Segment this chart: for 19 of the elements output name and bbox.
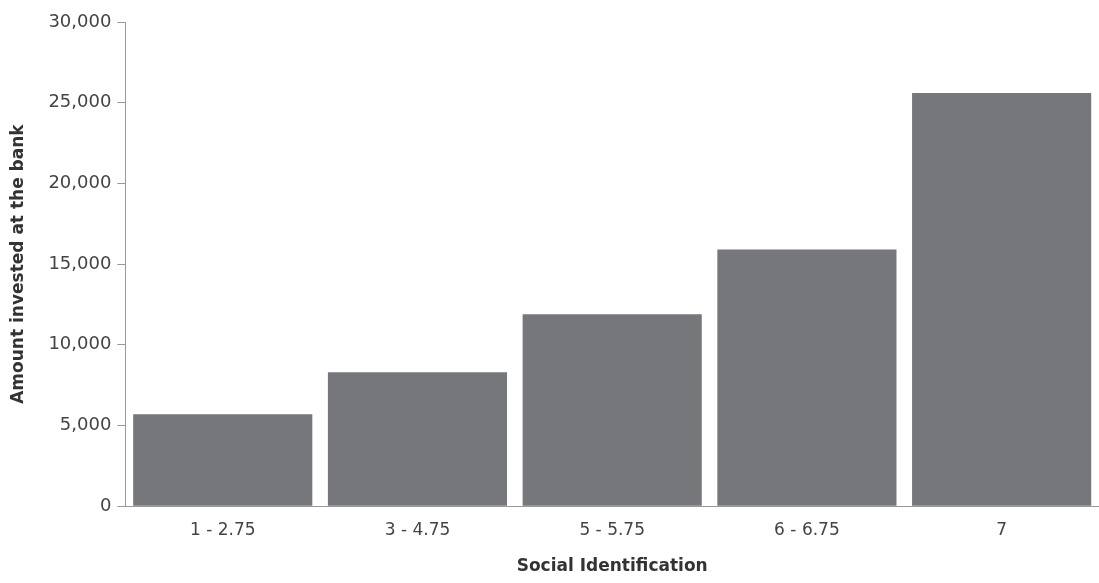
x-tick-label: 1 - 2.75 bbox=[189, 518, 256, 539]
x-axis-title: Social Identification bbox=[516, 555, 708, 576]
x-tick-label: 7 bbox=[996, 518, 1008, 539]
bar bbox=[717, 249, 897, 506]
x-tick-label: 6 - 6.75 bbox=[774, 518, 840, 539]
bar bbox=[912, 93, 1092, 506]
bar bbox=[327, 372, 508, 506]
y-tick-label: 0 bbox=[99, 493, 112, 515]
y-tick-label: 10,000 bbox=[48, 332, 112, 354]
y-tick-label: 25,000 bbox=[48, 90, 112, 112]
bar bbox=[522, 314, 702, 506]
y-axis-title: Amount invested at the bank bbox=[6, 123, 27, 404]
x-tick-label: 5 - 5.75 bbox=[579, 518, 645, 539]
x-tick-label: 3 - 4.75 bbox=[384, 518, 451, 539]
y-tick-label: 5,000 bbox=[59, 413, 112, 435]
y-tick-label: 15,000 bbox=[48, 251, 112, 273]
bar bbox=[133, 414, 313, 506]
y-tick-label: 30,000 bbox=[48, 9, 112, 31]
y-tick-label: 20,000 bbox=[48, 171, 112, 193]
